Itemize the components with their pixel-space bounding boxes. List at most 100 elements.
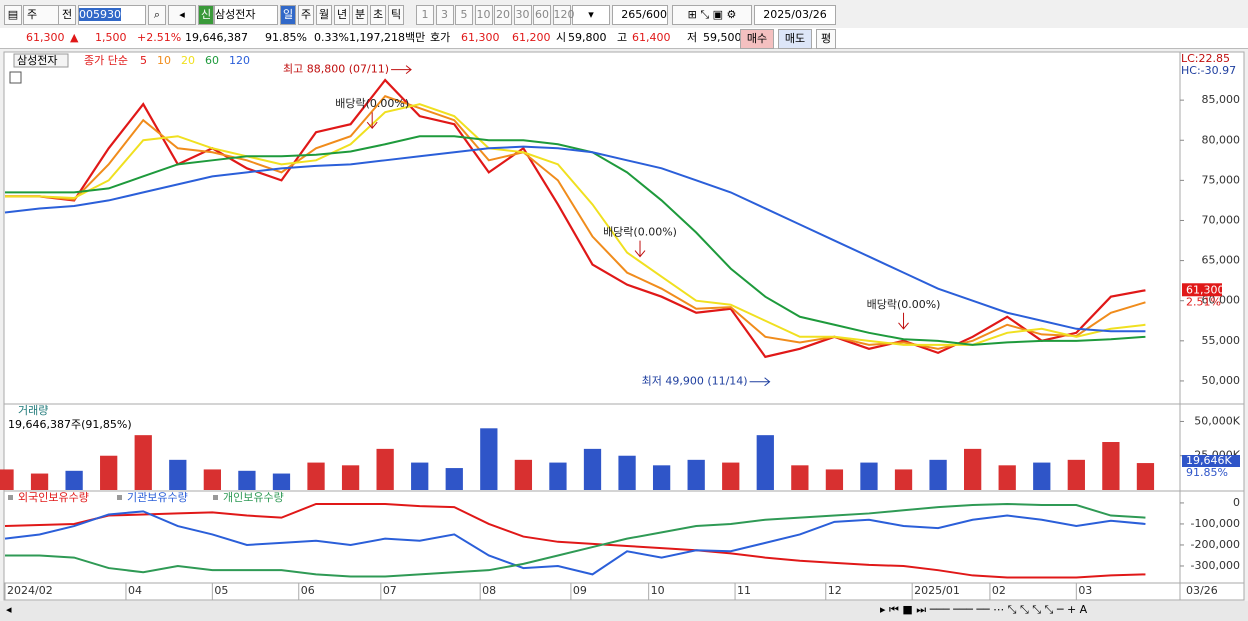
y-tick-label: 65,000 (1202, 254, 1241, 267)
y-tick-label: -300,000 (1191, 559, 1240, 572)
code-input[interactable]: 005930 (78, 5, 146, 25)
buy-button[interactable]: 매수 (740, 29, 774, 49)
annotation-text: 최고 88,800 (07/11) (283, 63, 389, 76)
period-button[interactable]: 주 (298, 5, 314, 25)
minute-button[interactable]: 1 (416, 5, 434, 25)
annotation-arrow (366, 112, 378, 129)
period-button[interactable]: 월 (316, 5, 332, 25)
last-rate: 2.51% (1186, 295, 1221, 308)
volume-bar (0, 469, 14, 490)
rate: +2.51% (137, 31, 182, 44)
bid-label: 호가 (430, 31, 451, 44)
sell-button[interactable]: 매도 (778, 29, 812, 49)
last-volume: 19,646K (1186, 454, 1232, 467)
volume-ratio: 91.85% (265, 31, 307, 44)
annotation-text: 배당락(0.00%) (335, 97, 409, 110)
volume-bar (652, 465, 671, 490)
volume-bar (376, 448, 394, 490)
y-tick-label: 75,000 (1202, 173, 1241, 186)
volume-bar (203, 469, 221, 490)
series-line (5, 103, 1146, 346)
scroll-left[interactable]: ◂ (6, 603, 12, 616)
sound-icon[interactable]: ◂ (168, 5, 196, 25)
annotation-text: 최저 49,900 (11/14) (642, 375, 748, 388)
period-button[interactable]: 초 (370, 5, 386, 25)
volume-bar (307, 462, 325, 490)
minute-button[interactable]: 20 (494, 5, 512, 25)
legend-entry: 5 (140, 54, 147, 67)
x-tick-label: 06 (301, 584, 315, 597)
avg-button[interactable]: 평 (816, 29, 836, 49)
high-label: 고 (617, 31, 628, 44)
x-tick-label: 05 (214, 584, 228, 597)
legend-entry: 120 (229, 54, 250, 67)
volume-bar (30, 473, 49, 490)
volume-bar (1136, 463, 1155, 490)
open-label: 시 (556, 31, 567, 44)
period-button[interactable]: 분 (352, 5, 368, 25)
minute-button[interactable]: 30 (513, 5, 532, 25)
chart-frame (3, 51, 1245, 601)
minute-button[interactable]: 120 (552, 5, 575, 25)
annotation-arrow (634, 240, 646, 258)
period-button[interactable]: 틱 (388, 5, 404, 25)
y-tick-label: 0 (1233, 496, 1240, 509)
legend-title: 종가 단순 (84, 54, 128, 67)
ask: 61,300 (461, 31, 500, 44)
volume-bar (411, 462, 429, 490)
menu-icon[interactable]: ▤ (4, 5, 22, 25)
period-button[interactable]: 년 (334, 5, 350, 25)
date[interactable]: 2025/03/26 (754, 5, 836, 25)
annotation-text: 배당락(0.00%) (867, 298, 941, 311)
x-tick-label: 12 (828, 584, 842, 597)
volume-bar (169, 459, 187, 490)
period-button[interactable]: 일 (280, 5, 296, 25)
volume-bar (964, 448, 982, 490)
minute-button[interactable]: 3 (435, 5, 454, 25)
volume-bar (341, 465, 360, 490)
last-price: 61,300 (1186, 283, 1225, 296)
scrollbar[interactable] (0, 601, 1248, 621)
change: 1,500 (95, 31, 127, 44)
stock-name: 삼성전자 (214, 5, 278, 25)
series-line (5, 135, 1146, 346)
price: 61,300 (26, 31, 65, 44)
volume-bar (722, 462, 740, 490)
y-tick-label: 55,000 (1202, 334, 1241, 347)
up-arrow: ▲ (70, 31, 79, 44)
legend-entry: 외국인보유수량 (18, 491, 89, 504)
minute-button[interactable]: 5 (455, 5, 473, 25)
last-volume-rate: 91.85% (1186, 466, 1228, 479)
volume-bar (514, 459, 533, 490)
series-line (4, 145, 1146, 333)
lc-label: LC:22.85 (1181, 52, 1230, 65)
minute-button[interactable]: 10 (474, 5, 493, 25)
count[interactable]: 265/600 (612, 5, 668, 25)
x-tick-label: 2025/01 (914, 584, 960, 597)
x-tick-label: 04 (128, 584, 142, 597)
last-volume-box (1182, 455, 1240, 467)
volume-bar (894, 469, 913, 490)
volume-bar (583, 448, 602, 490)
x-tick-label: 08 (482, 584, 496, 597)
x-tick-label: 02 (992, 584, 1006, 597)
x-tick-label: 11 (737, 584, 751, 597)
series-line (4, 502, 1146, 579)
scroll-controls[interactable]: ▸ ⏮ ■ ⏭ ─── ─── ── ⋯ ⤡ ⤡ ⤡ ⤡ ─ + A (880, 603, 1088, 616)
quote-bar (0, 28, 1248, 49)
y-tick-label: 50,000K (1194, 414, 1240, 427)
code: 005930 (79, 8, 121, 21)
minute-button[interactable]: 60 (533, 5, 551, 25)
empty-select[interactable]: ▾ (572, 5, 610, 25)
series-line (4, 510, 1146, 576)
volume-bar (825, 469, 844, 490)
scope-button[interactable]: 전 (58, 5, 76, 25)
search-icon[interactable]: ⌕ (148, 5, 166, 25)
tools[interactable]: ⊞ ⤡ ▣ ⚙ (672, 5, 752, 25)
legend-marker (213, 495, 218, 500)
volume-bar (1102, 442, 1120, 490)
legend-entry: 개인보유수량 (223, 491, 284, 504)
volume-bar (687, 459, 705, 490)
